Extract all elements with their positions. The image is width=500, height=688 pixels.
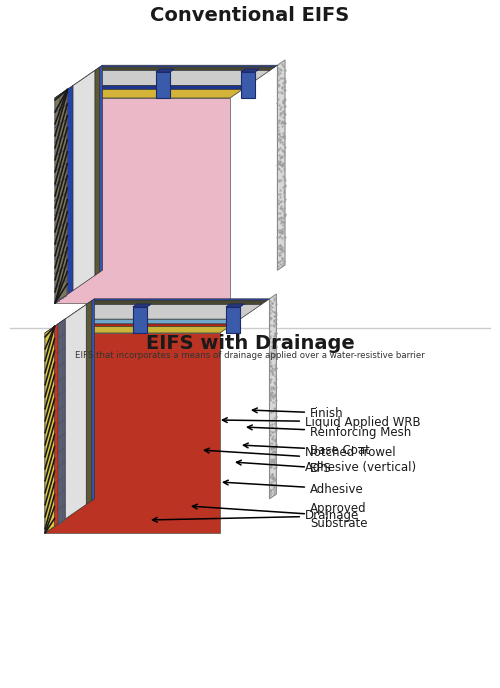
Polygon shape	[55, 89, 242, 98]
Text: Adhesive: Adhesive	[224, 480, 364, 495]
Polygon shape	[55, 98, 230, 303]
Polygon shape	[270, 294, 276, 499]
Polygon shape	[68, 85, 248, 89]
Polygon shape	[92, 299, 94, 501]
Bar	[133, 307, 147, 333]
Polygon shape	[54, 324, 58, 526]
Polygon shape	[55, 89, 68, 303]
Polygon shape	[65, 305, 261, 319]
Polygon shape	[92, 299, 270, 301]
Polygon shape	[100, 65, 102, 272]
Polygon shape	[86, 301, 92, 504]
Polygon shape	[55, 89, 68, 303]
Text: Conventional EIFS: Conventional EIFS	[150, 6, 350, 25]
Text: EPS: EPS	[236, 460, 332, 475]
Polygon shape	[226, 304, 244, 307]
Text: Base Coat: Base Coat	[244, 443, 370, 457]
Polygon shape	[58, 319, 65, 524]
Text: EIFS with Drainage: EIFS with Drainage	[146, 334, 354, 353]
Polygon shape	[95, 67, 100, 275]
Bar	[226, 307, 240, 333]
Polygon shape	[156, 69, 174, 72]
Polygon shape	[45, 326, 230, 333]
Text: Liquid Applied WRB: Liquid Applied WRB	[222, 416, 420, 429]
Text: Approved
Substrate: Approved Substrate	[192, 502, 368, 530]
Polygon shape	[54, 324, 233, 326]
Polygon shape	[86, 301, 267, 305]
Polygon shape	[45, 333, 220, 533]
Bar	[156, 72, 170, 98]
Text: Notched Trowel
Adhesive (vertical): Notched Trowel Adhesive (vertical)	[204, 446, 416, 474]
Polygon shape	[133, 304, 151, 307]
Polygon shape	[65, 305, 86, 519]
Polygon shape	[45, 326, 54, 533]
Polygon shape	[278, 60, 285, 270]
Text: Finish: Finish	[252, 407, 344, 420]
Text: Reinforcing Mesh: Reinforcing Mesh	[248, 425, 411, 438]
Polygon shape	[241, 69, 259, 72]
Polygon shape	[68, 85, 73, 294]
Polygon shape	[45, 326, 54, 533]
Polygon shape	[73, 70, 95, 290]
Polygon shape	[73, 70, 270, 85]
Bar	[241, 72, 255, 98]
Polygon shape	[95, 67, 274, 70]
Text: EIFS that incorporates a means of drainage applied over a water-resistive barrie: EIFS that incorporates a means of draina…	[75, 351, 425, 360]
Text: Drainage: Drainage	[152, 510, 359, 522]
Polygon shape	[100, 65, 278, 67]
Polygon shape	[58, 319, 240, 324]
